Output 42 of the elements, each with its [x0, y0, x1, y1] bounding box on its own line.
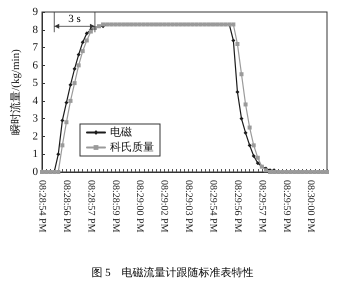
x-tick-label: 08:29:03 PM	[183, 180, 194, 233]
point	[235, 90, 240, 94]
x-tick-label: 08:28:57 PM	[85, 180, 96, 233]
y-tick-label: 8	[32, 24, 38, 36]
point	[56, 152, 60, 156]
y-tick-label: 2	[32, 130, 38, 142]
legend-label: 科氏质量	[110, 140, 154, 154]
x-tick-label: 08:29:56 PM	[232, 180, 243, 233]
y-axis-title: 瞬时流量/(kg/min)	[9, 48, 22, 135]
point	[84, 31, 89, 36]
y-tick-label: 5	[32, 77, 38, 90]
annotation: 3 s	[68, 13, 81, 25]
point	[244, 130, 248, 135]
y-tick-label: 4	[32, 94, 38, 107]
y-tick-label: 1	[32, 148, 38, 160]
y-tick-label: 0	[32, 166, 38, 178]
point	[64, 100, 68, 105]
y-tick-label: 3	[32, 112, 38, 125]
point	[256, 161, 260, 166]
x-tick-label: 08:29:57 PM	[256, 180, 268, 233]
x-tick-label: 08:29:59 PM	[280, 180, 292, 233]
point	[72, 66, 77, 71]
point	[68, 82, 72, 87]
point	[76, 52, 81, 57]
x-tick-label: 08:28:54 PM	[36, 180, 48, 233]
y-tick-label: 9	[32, 6, 38, 18]
x-tick-label: 08:28:59 PM	[110, 180, 121, 233]
point	[240, 116, 244, 121]
caption: 图 5 电磁流量计跟随标准表特性	[91, 266, 254, 279]
point	[80, 40, 85, 44]
x-tick-label: 08:28:56 PM	[60, 180, 72, 233]
y-tick-label: 6	[32, 59, 38, 72]
point	[248, 143, 252, 148]
x-tick-label: 08:29:00 PM	[134, 180, 146, 233]
point	[231, 38, 236, 42]
point	[60, 118, 64, 122]
x-tick-label: 08:29:02 PM	[158, 180, 170, 233]
y-tick-label: 7	[32, 42, 38, 54]
x-tick-label: 08:30:00 PM	[305, 180, 316, 233]
x-tick-label: 08:29:54 PM	[208, 180, 218, 233]
legend-label: 电磁	[110, 126, 132, 138]
point	[252, 154, 256, 158]
